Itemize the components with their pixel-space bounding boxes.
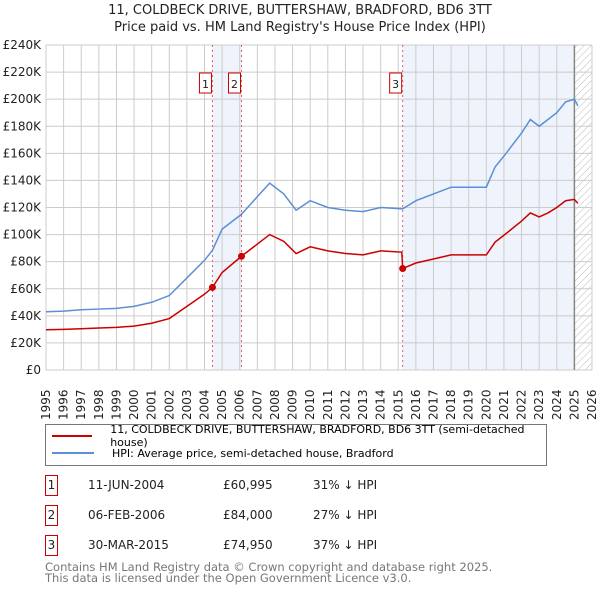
x-tick-label: 2000 [127,389,141,420]
y-tick-label: £80K [10,255,42,269]
sale-date: 06-FEB-2006 [88,508,166,522]
footer-line-2: This data is licensed under the Open Gov… [45,571,412,585]
x-tick-label: 2009 [286,389,300,420]
chart-subtitle: Price paid vs. HM Land Registry's House … [114,20,486,35]
x-tick-label: 1997 [74,389,88,420]
sale-price: £84,000 [223,508,273,522]
x-tick-label: 2012 [338,389,352,420]
y-tick-label: £140K [3,173,43,187]
sale-point [238,252,246,260]
y-tick-label: £0 [26,363,41,377]
footer: Contains HM Land Registry data © Crown c… [45,560,493,585]
x-tick-label: 2010 [303,389,317,420]
x-tick-label: 2016 [409,389,423,420]
y-tick-label: £60K [10,282,42,296]
sale-marker-box [228,72,242,94]
footer-line-1: Contains HM Land Registry data © Crown c… [45,560,493,574]
x-tick-label: 2005 [215,389,229,420]
sale-marker-label: 1 [202,78,209,91]
sale-hpi-diff: 31% ↓ HPI [313,478,378,492]
sale-point [399,265,407,273]
sale-number: 2 [45,505,58,526]
x-tick-label: 2020 [479,389,493,420]
sale-price: £74,950 [223,538,273,552]
x-tick-label: 1998 [92,389,106,420]
sale-marker-label: 3 [392,78,399,91]
sale-number: 1 [45,475,58,496]
x-tick-label: 2001 [145,389,159,420]
sale-point [208,283,216,291]
x-tick-label: 2015 [391,389,405,420]
sale-marker-label: 2 [231,78,238,91]
x-tick-label: 2024 [550,389,564,420]
sale-price: £60,995 [223,478,273,492]
legend-swatch-price [52,435,93,437]
y-tick-label: £200K [3,92,43,106]
x-tick-label: 2023 [532,389,546,420]
y-tick-label: £100K [3,228,43,242]
legend: 11, COLDBECK DRIVE, BUTTERSHAW, BRADFORD… [45,423,547,466]
chart-title: 11, COLDBECK DRIVE, BUTTERSHAW, BRADFORD… [108,3,492,18]
sale-marker-box [198,72,212,94]
hpi-line [45,98,579,313]
x-tick-label: 2022 [515,389,529,420]
x-tick-label: 2018 [444,389,458,420]
plot-area: 1995 1996 1997 1998 1999 2000 2001 2002 2003 2004… [3,38,599,420]
x-tick-label: 2026 [585,389,599,420]
price-paid-line [45,198,579,331]
y-tick-label: £180K [3,119,43,133]
sale-hpi-diff: 37% ↓ HPI [313,538,378,552]
legend-swatch-hpi [52,452,94,454]
x-tick-label: 2008 [268,389,282,420]
x-tick-label: 2014 [374,389,388,420]
sale-date: 30-MAR-2015 [88,538,169,552]
x-tick-label: 2025 [567,389,581,420]
x-tick-label: 2019 [462,389,476,420]
x-tick-label: 2004 [198,389,212,420]
x-tick-label: 2013 [356,389,370,420]
sale-hpi-diff: 27% ↓ HPI [313,508,378,522]
y-tick-label: £120K [3,201,43,215]
legend-label-price: 11, COLDBECK DRIVE, BUTTERSHAW, BRADFORD… [110,423,525,449]
x-tick-label: 1995 [39,389,53,420]
x-tick-label: 1999 [109,389,123,420]
sale-date: 11-JUN-2004 [88,478,165,492]
x-tick-label: 2003 [180,389,194,420]
x-tick-label: 2002 [162,389,176,420]
x-tick-label: 2007 [250,389,264,420]
x-tick-label: 2021 [497,389,511,420]
legend-label-hpi: HPI: Average price, semi-detached house,… [112,446,394,460]
x-tick-label: 1996 [57,389,71,420]
x-tick-label: 2017 [426,389,440,420]
sale-number: 3 [45,535,58,556]
sale-marker-box [389,72,403,94]
y-tick-label: £160K [3,146,43,160]
y-tick-label: £220K [3,65,43,79]
x-tick-label: 2006 [233,389,247,420]
y-tick-label: £40K [10,309,42,323]
y-tick-label: £20K [10,336,42,350]
y-tick-label: £240K [3,38,43,52]
x-tick-label: 2011 [321,389,335,420]
